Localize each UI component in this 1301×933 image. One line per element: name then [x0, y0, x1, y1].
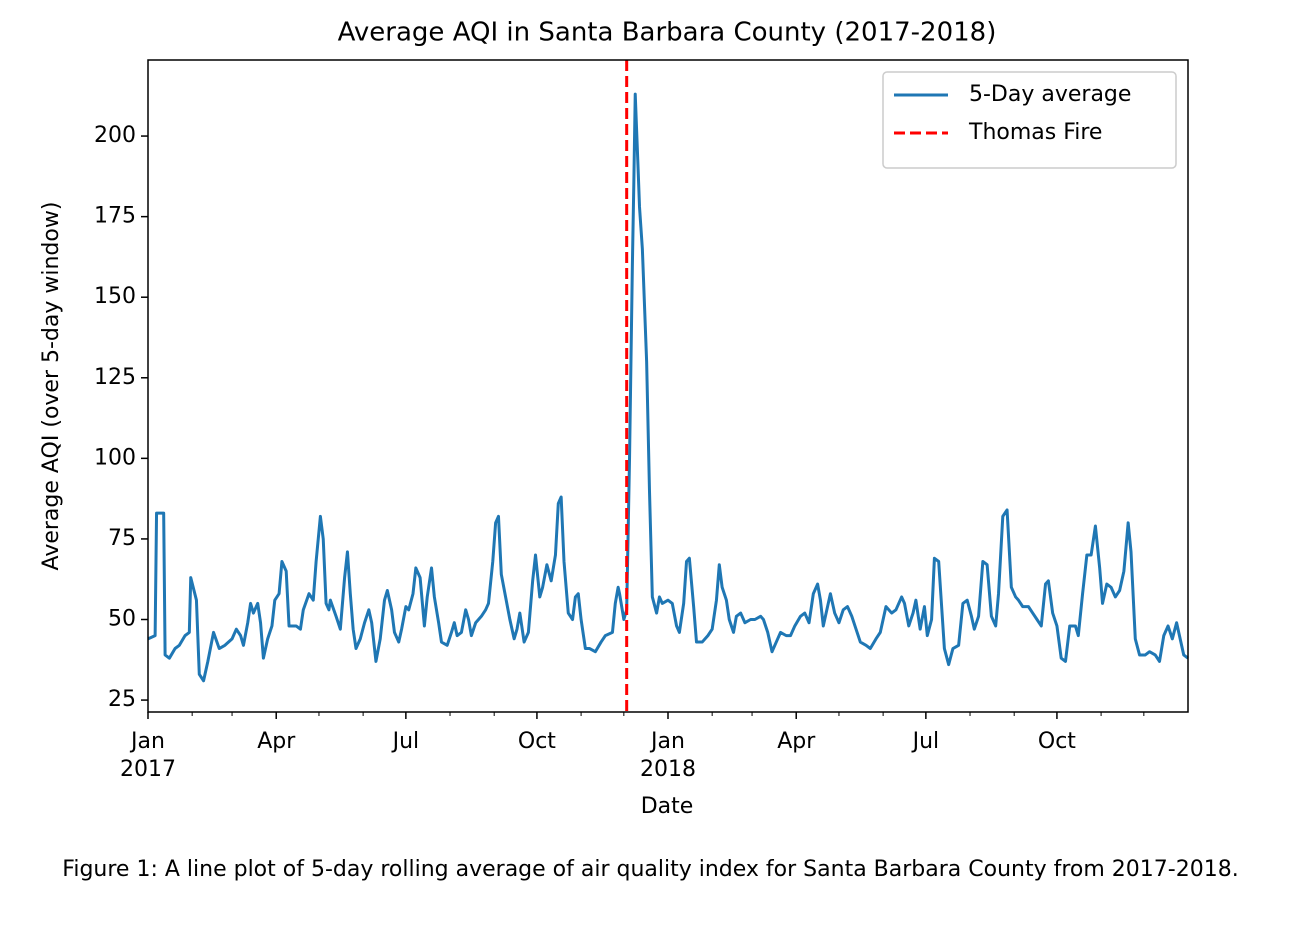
legend-label: 5-Day average — [969, 82, 1131, 107]
chart-title: Average AQI in Santa Barbara County (201… — [338, 18, 997, 48]
x-tick-label: Apr — [777, 729, 816, 754]
data-line — [147, 92, 1189, 683]
x-axis-label: Date — [641, 794, 694, 819]
y-tick-label: 150 — [94, 284, 136, 309]
y-tick-label: 100 — [94, 445, 136, 470]
y-tick-label: 125 — [94, 365, 136, 390]
y-tick-label: 175 — [94, 204, 136, 229]
y-tick-label: 75 — [108, 526, 136, 551]
x-tick-label: Apr — [257, 729, 296, 754]
y-tick-label: 200 — [94, 123, 136, 148]
x-tick-label: Jul — [912, 729, 940, 754]
plot-frame — [147, 59, 1189, 713]
legend-label: Thomas Fire — [968, 120, 1102, 145]
y-axis-label: Average AQI (over 5-day window) — [39, 202, 64, 571]
y-tick-label: 50 — [108, 607, 136, 632]
x-tick-label: Jan 2017 — [120, 729, 176, 782]
x-tick-label: Jul — [392, 729, 420, 754]
y-tick-label: 25 — [108, 687, 136, 712]
figure-caption: Figure 1: A line plot of 5-day rolling a… — [62, 857, 1239, 882]
x-tick-label: Jan 2018 — [640, 729, 696, 782]
x-tick-label: Oct — [517, 729, 556, 754]
legend-box — [882, 71, 1177, 169]
x-tick-label: Oct — [1037, 729, 1076, 754]
